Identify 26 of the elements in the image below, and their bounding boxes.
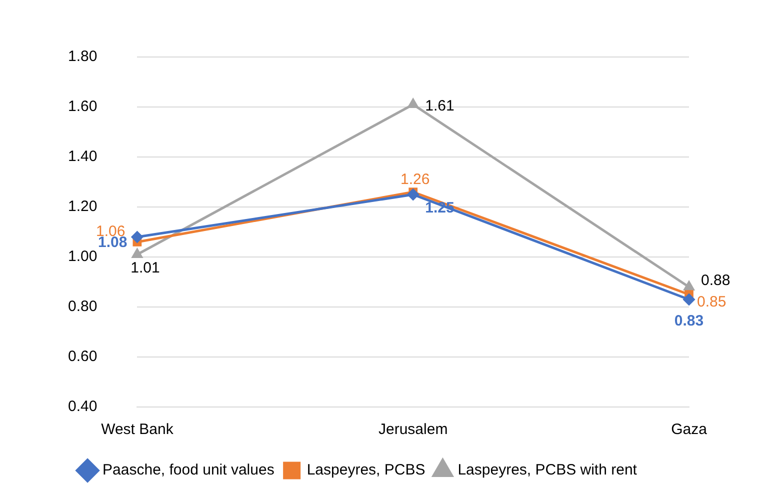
legend-label: Paasche, food unit values bbox=[102, 462, 274, 479]
point bbox=[132, 248, 142, 258]
y-tick-label: 1.40 bbox=[68, 148, 98, 166]
y-tick-label: 1.20 bbox=[68, 198, 98, 216]
y-tick-label: 0.40 bbox=[68, 398, 98, 416]
y-tick-label: 0.60 bbox=[68, 348, 98, 366]
data-label: 1.01 bbox=[130, 260, 160, 277]
point bbox=[408, 98, 418, 108]
y-tick-label: 0.80 bbox=[68, 298, 98, 316]
data-label: 0.85 bbox=[697, 294, 726, 311]
y-tick-label: 1.00 bbox=[68, 248, 98, 266]
x-tick-label: Gaza bbox=[671, 421, 708, 438]
data-label: 0.88 bbox=[701, 272, 730, 290]
x-tick-label: West Bank bbox=[101, 421, 174, 438]
y-tick-label: 1.80 bbox=[68, 48, 98, 66]
point bbox=[131, 231, 143, 243]
legend-label: Laspeyres, PCBS with rent bbox=[458, 462, 638, 479]
legend-label: Laspeyres, PCBS bbox=[306, 462, 426, 479]
point bbox=[684, 281, 694, 290]
point bbox=[683, 294, 695, 306]
x-tick-label: Jerusalem bbox=[378, 421, 448, 438]
data-label: 0.83 bbox=[674, 312, 704, 330]
data-label: 1.26 bbox=[400, 171, 430, 188]
data-label: 1.61 bbox=[425, 98, 454, 115]
point bbox=[407, 188, 419, 200]
y-tick-label: 1.60 bbox=[68, 98, 98, 116]
